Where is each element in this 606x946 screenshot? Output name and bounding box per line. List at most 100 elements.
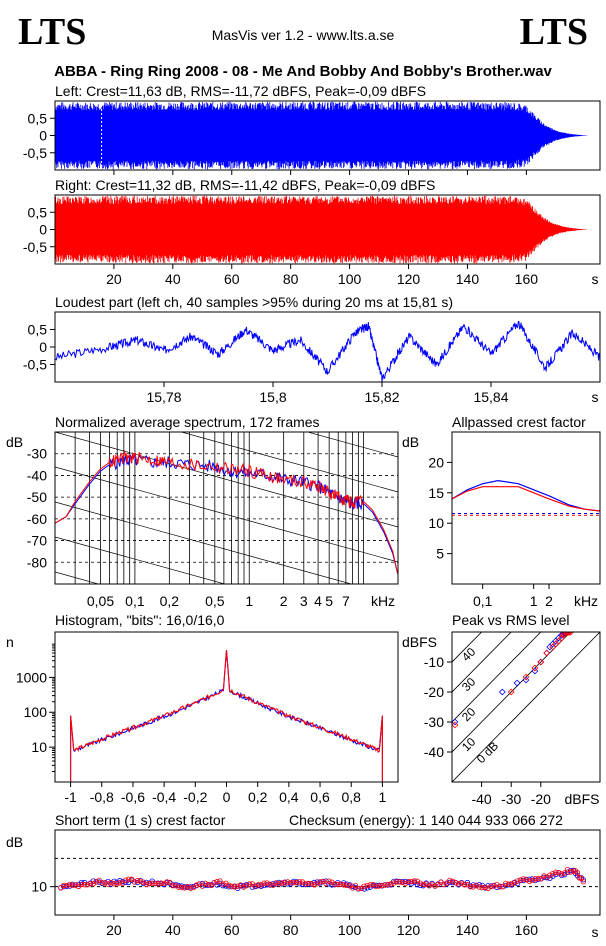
spectrum-series-1 — [55, 449, 398, 574]
right-waveform-signal — [54, 195, 588, 264]
pvr-point-1-0 — [452, 721, 459, 729]
stc-point-1-109 — [379, 882, 385, 889]
pvr-ytick-label-1: -20 — [424, 684, 444, 700]
stc-point-0-159 — [526, 876, 532, 883]
allpassed-series-0 — [451, 479, 601, 512]
stc-point-1-110 — [382, 882, 388, 888]
stc-point-1-141 — [473, 882, 479, 889]
stc-point-1-123 — [420, 881, 426, 888]
stc-point-1-167 — [550, 870, 556, 877]
pvr-point-1-9 — [558, 634, 565, 642]
stc-point-1-127 — [432, 883, 438, 889]
stc-point-1-157 — [520, 876, 527, 882]
pvr-point-1-12 — [562, 632, 570, 637]
spectrum-xtick-label-4: 1 — [245, 593, 253, 609]
pvr-xunit: dBFS — [564, 791, 599, 807]
peak-vs-rms-chart: 40 30 20 100 dB -10 -20 -30 -40 -40 -30 -20 dBFS — [424, 631, 601, 807]
spectrum-xtick-label-6: 3 — [300, 593, 308, 609]
stc-point-0-117 — [402, 878, 409, 885]
histogram-ylabel: n — [6, 634, 14, 650]
stc-point-1-14 — [99, 879, 105, 886]
left-waveform-signal — [54, 101, 588, 170]
histogram-xtick-label-2: -0,6 — [121, 789, 145, 805]
stc-point-1-106 — [370, 882, 376, 888]
stc-point-0-11 — [90, 878, 96, 884]
stc-point-0-65 — [249, 884, 256, 890]
stc-point-1-125 — [426, 883, 432, 889]
histogram-xtick-label-10: 1 — [379, 789, 387, 805]
stc-point-1-22 — [123, 877, 129, 883]
spectrum-xtick-label-1: 0,1 — [125, 593, 145, 609]
pvr-crest-label-0: 40 — [459, 645, 479, 665]
logo-right: LTS — [520, 11, 588, 53]
stc-point-1-63 — [243, 882, 250, 889]
spectrum-ylabel: dB — [6, 434, 23, 450]
allpassed-ytick-label-0: 20 — [428, 454, 444, 470]
stc-point-1-57 — [226, 882, 232, 888]
right-waveform-ytick-label-2: -0,5 — [23, 239, 47, 255]
app-title: MasVis ver 1.2 - www.lts.a.se — [212, 27, 395, 43]
allpassed-xunit: kHz — [574, 593, 598, 609]
spectrum-grid — [55, 432, 398, 584]
spectrum-xtick-label-3: 0,5 — [205, 593, 225, 609]
pvr-ytick-label-0: -10 — [424, 654, 444, 670]
spectrum-ytick-label-4: -70 — [27, 533, 47, 549]
file-title: ABBA - Ring Ring 2008 - 08 - Me And Bobb… — [54, 63, 552, 80]
stc-point-1-16 — [105, 881, 111, 887]
stc-point-1-146 — [488, 883, 494, 890]
pvr-ytick-label-2: -30 — [424, 714, 444, 730]
stc-point-1-145 — [485, 885, 491, 891]
stc-point-1-29 — [143, 881, 150, 888]
stc-point-1-42 — [181, 885, 188, 891]
stc-point-1-105 — [367, 882, 373, 888]
histogram-xtick-label-0: -1 — [64, 789, 77, 805]
right-waveform-xtick-label-4: 100 — [338, 271, 362, 287]
allpassed-xtick-label-2: 2 — [545, 593, 553, 609]
stc-point-1-69 — [261, 880, 267, 886]
spectrum-xtick-label-7: 4 — [314, 593, 322, 609]
loudest-part-line — [54, 320, 600, 383]
stc-point-1-38 — [170, 882, 176, 889]
stc-point-1-44 — [187, 885, 194, 891]
stc-point-0-68 — [258, 883, 264, 889]
histogram-ytick-label-0: 1000 — [16, 669, 47, 685]
pvr-diag-4 — [452, 632, 600, 782]
spectrum-ytick-label-1: -40 — [27, 467, 47, 483]
stc-point-1-95 — [338, 881, 344, 888]
stc-point-1-1 — [61, 882, 67, 889]
pvr-point-1-5 — [543, 649, 551, 657]
histogram-xtick-label-7: 0,4 — [279, 789, 299, 805]
stc-point-1-27 — [137, 878, 144, 884]
allpassed-ylabel: dB — [402, 434, 419, 450]
pvr-xtick-label-1: -30 — [501, 791, 521, 807]
pvr-diagonals — [452, 632, 600, 782]
stc-point-0-92 — [329, 882, 335, 888]
pvr-point-1-2 — [522, 673, 530, 681]
stc-point-1-93 — [332, 881, 338, 887]
stc-point-1-166 — [547, 872, 553, 878]
pvr-xtick-label-2: -20 — [531, 791, 551, 807]
stc-point-1-130 — [441, 881, 447, 888]
loudest-xunit: s — [592, 389, 599, 405]
stc-point-1-60 — [234, 883, 241, 889]
pvr-crest-label-1: 30 — [459, 675, 479, 695]
stc-point-1-132 — [447, 877, 453, 884]
stc-point-1-160 — [529, 877, 535, 884]
stc-point-1-25 — [131, 879, 138, 885]
stc-point-1-9 — [84, 881, 91, 888]
stc-point-1-112 — [388, 881, 394, 887]
allpassed-ytick-label-3: 5 — [436, 546, 444, 562]
histogram-title: Histogram, "bits": 16,0/16,0 — [55, 612, 225, 628]
left-waveform-ytick-label-2: -0,5 — [23, 145, 47, 161]
stc-point-1-54 — [217, 878, 223, 884]
short-term-crest-chart: 10 20 40 60 80 100 120 140 160 s — [31, 829, 601, 940]
histogram-chart: 1000 100 10 -1 -0,8 -0,6 -0,4 -0,2 0 0,2 0,4 0,6 0,8… — [16, 631, 399, 805]
stc-point-1-21 — [120, 880, 126, 886]
stc-point-0-41 — [178, 883, 185, 889]
stc-point-1-86 — [311, 882, 317, 888]
short-term-ylabel: dB — [6, 834, 23, 850]
stc-point-0-140 — [470, 882, 477, 888]
stc-point-1-164 — [541, 873, 547, 879]
pvr-crest-label-4: 0 dB — [474, 739, 501, 766]
stc-point-1-149 — [497, 884, 503, 890]
